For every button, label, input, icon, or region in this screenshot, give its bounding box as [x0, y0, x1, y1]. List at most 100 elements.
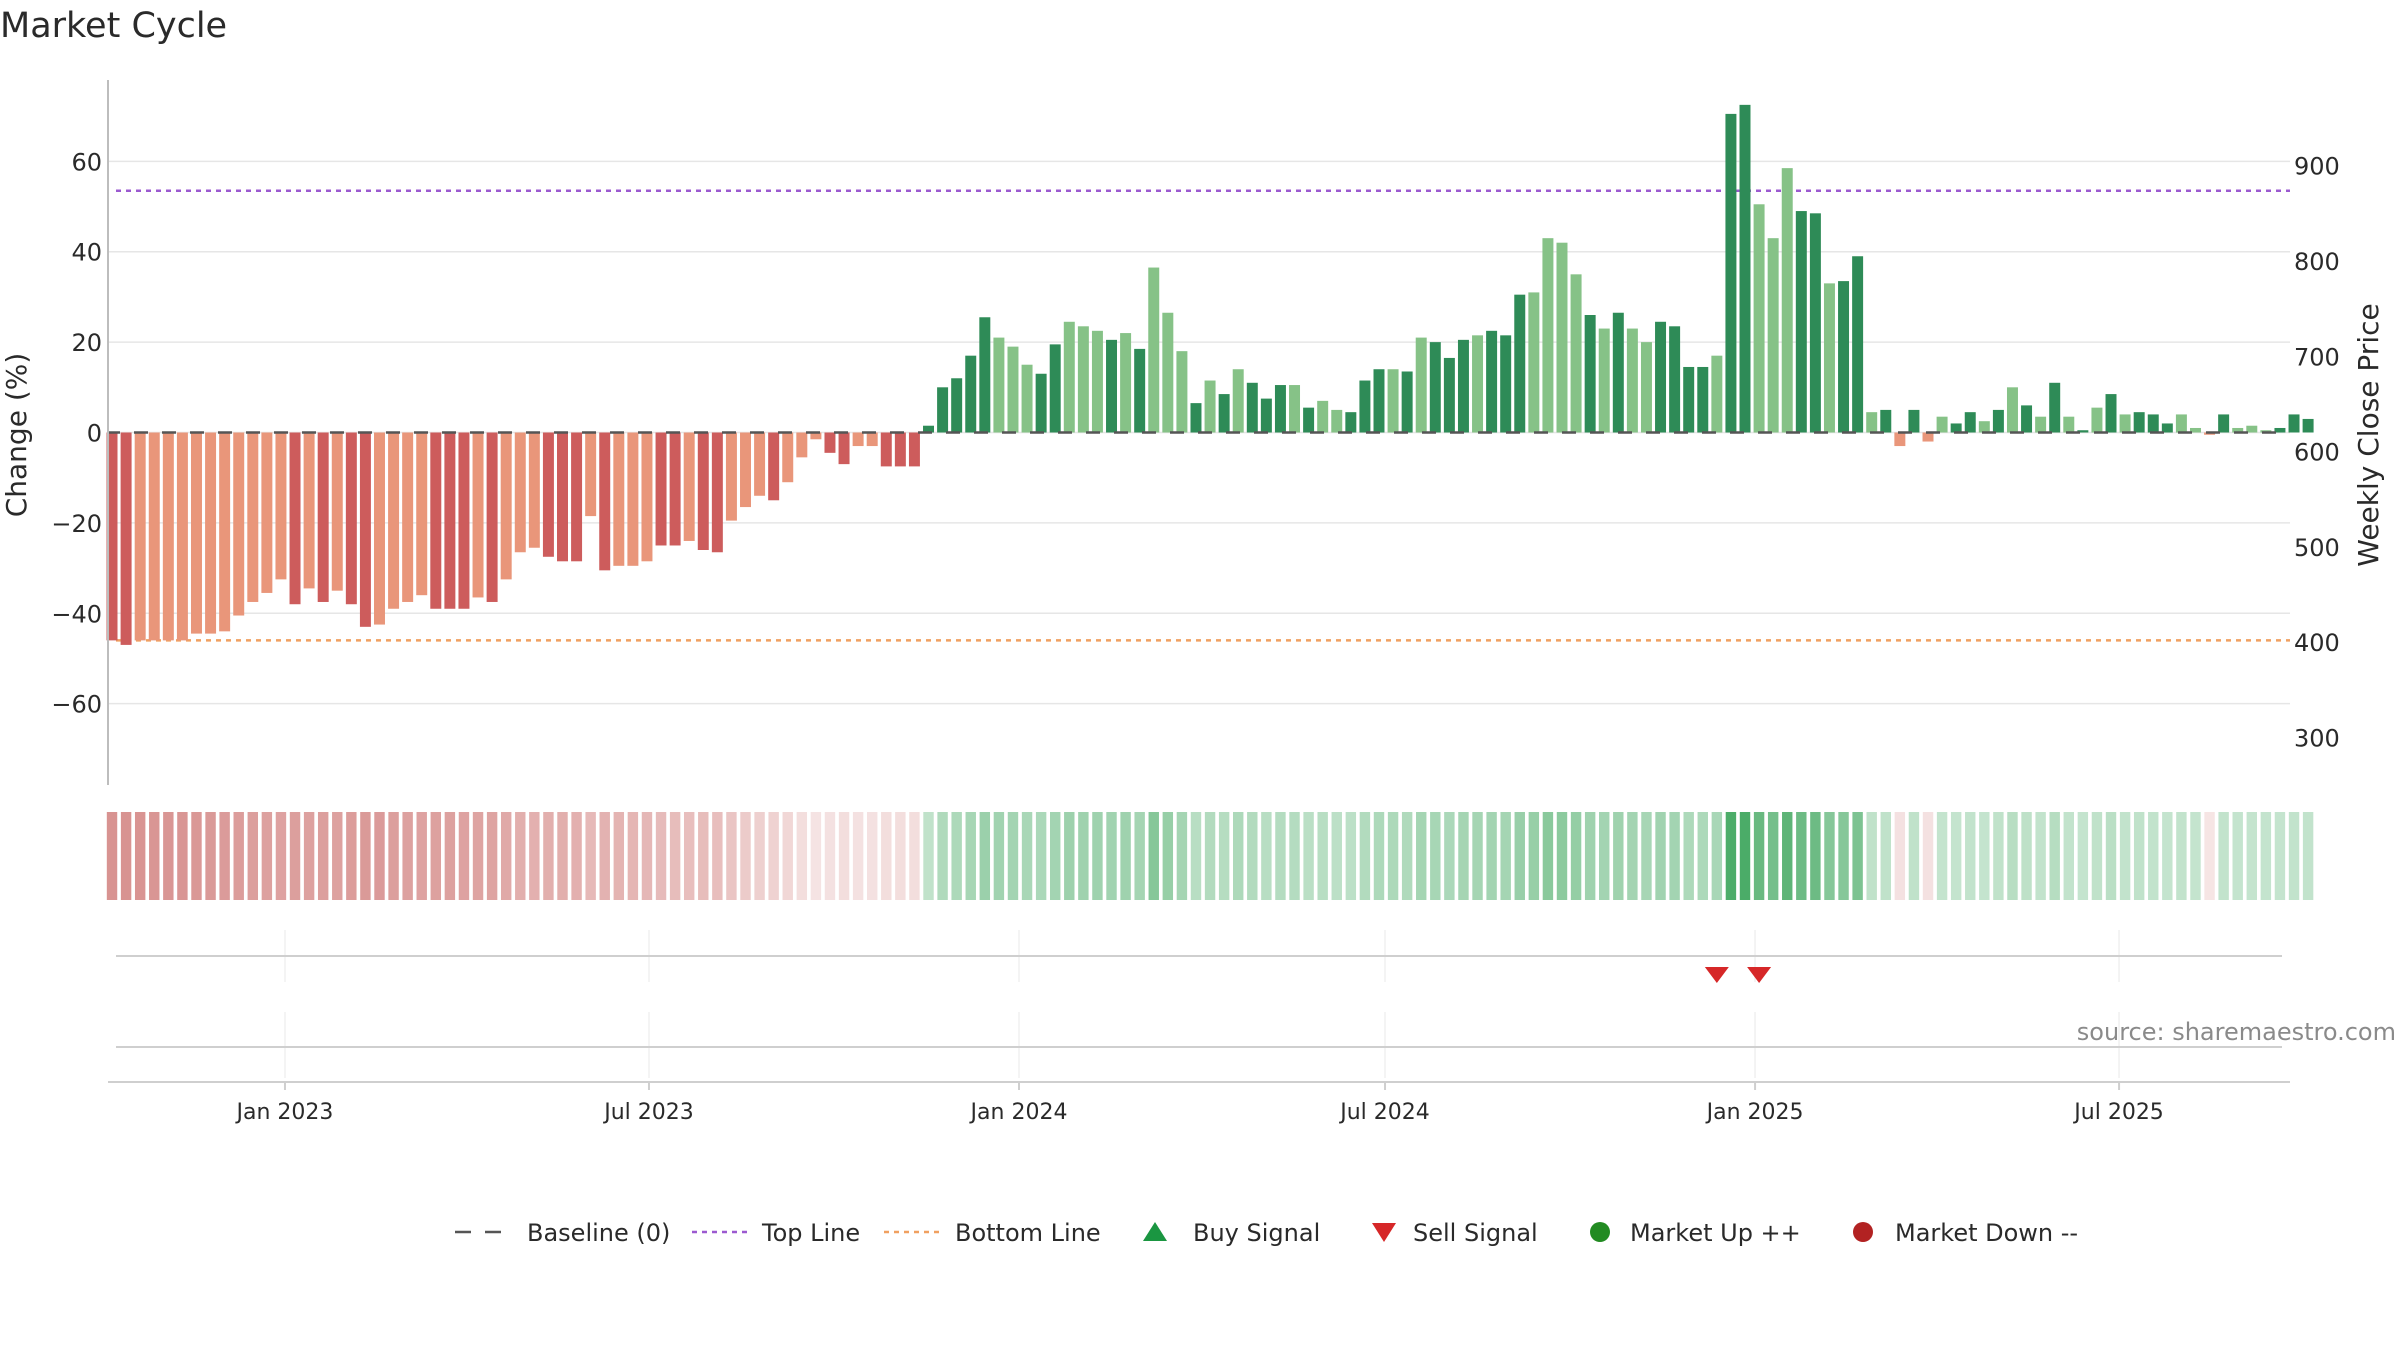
bar — [1204, 380, 1216, 433]
heat-cell — [2105, 812, 2117, 900]
bar — [1711, 355, 1723, 433]
bar — [908, 432, 920, 467]
bar — [1345, 412, 1357, 433]
heat-cell — [1345, 812, 1357, 900]
bar — [219, 432, 231, 632]
heat-cell — [163, 812, 174, 900]
bar — [1274, 385, 1286, 433]
heat-cell — [2274, 812, 2286, 900]
heat-cell — [1556, 812, 1568, 900]
heat-cell — [317, 812, 329, 900]
bar — [1823, 283, 1835, 433]
heat-cell — [768, 812, 779, 900]
heat-cell — [2176, 812, 2187, 900]
bar — [176, 432, 188, 641]
bar — [1767, 238, 1779, 433]
heat-cell — [2302, 812, 2314, 900]
heat-cell — [1331, 812, 1342, 900]
heat-cell — [1725, 812, 1737, 900]
legend-label: Top Line — [761, 1219, 860, 1247]
heat-cell — [881, 812, 892, 900]
bar — [1725, 113, 1737, 433]
heat-cell — [1852, 812, 1863, 900]
chart-title: Market Cycle — [0, 6, 228, 46]
bar — [1584, 315, 1596, 433]
bar — [1148, 267, 1160, 433]
heat-cell — [1120, 812, 1131, 900]
heat-cell — [726, 812, 737, 900]
bar — [993, 337, 1005, 433]
heat-cell — [289, 812, 301, 900]
bar — [2063, 416, 2075, 433]
bar — [190, 432, 202, 634]
heat-cell — [585, 812, 596, 900]
bar — [1049, 344, 1061, 433]
x-tick-label: Jan 2023 — [235, 1100, 334, 1125]
bar — [1457, 339, 1469, 433]
heat-cell — [923, 812, 934, 900]
bar — [951, 378, 963, 433]
bar — [416, 432, 428, 596]
x-tick-label: Jul 2024 — [1338, 1100, 1430, 1125]
legend-swatch-sell — [1372, 1223, 1396, 1242]
heat-cell — [1669, 812, 1680, 900]
legend-item-down: Market Down -- — [1853, 1219, 2078, 1247]
heat-cell — [740, 812, 751, 900]
heat-cell — [1035, 812, 1047, 900]
legend-label: Market Up ++ — [1630, 1219, 1801, 1247]
heat-cell — [303, 812, 315, 900]
bar — [1809, 213, 1821, 433]
bar — [1598, 328, 1610, 433]
heat-cell — [2162, 812, 2173, 900]
legend-label: Baseline (0) — [527, 1219, 670, 1247]
y2-tick-label: 300 — [2294, 724, 2340, 752]
bar — [233, 432, 245, 616]
bar — [1514, 294, 1526, 433]
bar — [2091, 407, 2103, 433]
bar — [472, 432, 484, 598]
heat-cell — [2049, 812, 2060, 900]
bar — [1894, 432, 1906, 447]
heat-cell — [838, 812, 850, 900]
heat-cell — [2091, 812, 2103, 900]
bar — [1021, 364, 1033, 433]
heat-cell — [613, 812, 625, 900]
bar — [2218, 414, 2230, 433]
time-axis: Jan 2023 Jul 2023 Jan 2024 Jul 2024 Jan 2025… — [108, 1081, 2290, 1125]
legend-swatch-buy — [1143, 1222, 1167, 1241]
legend-swatch-market-down — [1853, 1222, 1873, 1242]
bar — [430, 432, 442, 609]
heat-cell — [177, 812, 188, 900]
heat-cell — [1261, 812, 1272, 900]
heat-cell — [360, 812, 371, 900]
heat-cell — [1894, 812, 1906, 900]
bar — [965, 355, 977, 433]
bar — [514, 432, 526, 553]
y-tick-label: −40 — [51, 600, 102, 628]
bar — [1486, 330, 1498, 433]
bar — [641, 432, 653, 562]
y2-axis-title: Weekly Close Price — [2352, 303, 2385, 566]
bar — [402, 432, 414, 602]
heat-cell — [1542, 812, 1554, 900]
heat-cell — [275, 812, 287, 900]
bar — [599, 432, 611, 571]
x-tick-label: Jan 2024 — [969, 1100, 1068, 1125]
heat-cell — [2007, 812, 2018, 900]
heat-cell — [1416, 812, 1427, 900]
bar — [740, 432, 751, 508]
bar — [838, 432, 850, 465]
bar — [162, 432, 174, 641]
heat-cell — [1880, 812, 1891, 900]
y-tick-label: −20 — [51, 510, 102, 538]
bar — [1289, 385, 1301, 433]
legend: Baseline (0) Top Line Bottom Line Buy Signa… — [455, 1219, 2078, 1247]
bar — [1373, 369, 1385, 433]
bar — [1162, 312, 1174, 433]
heat-cell — [1866, 812, 1877, 900]
bar — [1331, 409, 1343, 433]
bar — [1964, 412, 1976, 433]
heat-cell — [1711, 812, 1723, 900]
heat-cell — [1275, 812, 1286, 900]
y-tick-label: 60 — [71, 148, 102, 176]
